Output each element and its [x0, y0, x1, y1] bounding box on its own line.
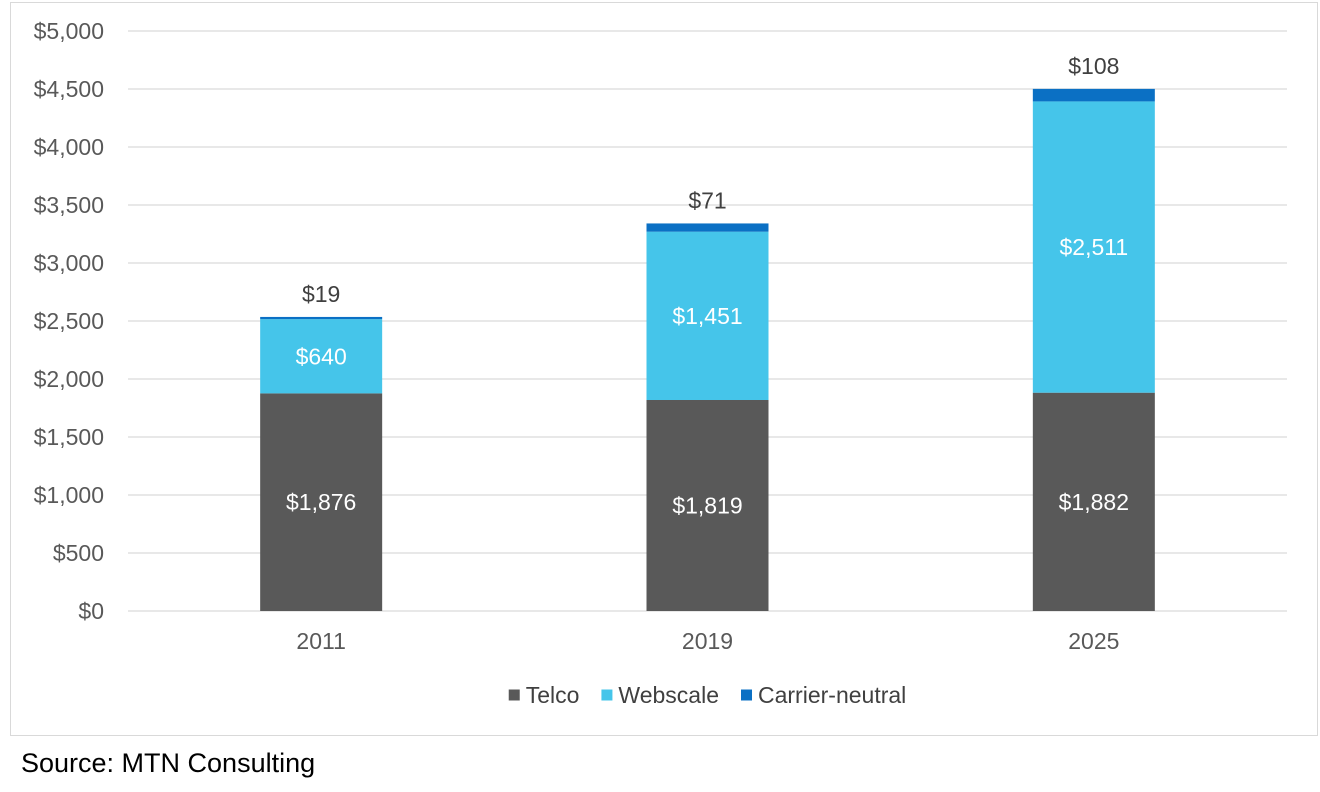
bar-segment-carrier-neutral	[646, 223, 769, 232]
data-label: $640	[296, 343, 347, 369]
data-label: $2,511	[1060, 234, 1129, 260]
data-label: $108	[1068, 53, 1119, 79]
data-label: $71	[688, 187, 726, 213]
y-tick-label: $1,000	[34, 482, 104, 508]
y-tick-label: $1,500	[34, 424, 104, 450]
x-tick-label: 2011	[296, 628, 345, 654]
bars	[260, 88, 1155, 611]
legend-label: Webscale	[618, 682, 719, 708]
bar-segment-webscale	[1032, 101, 1155, 393]
data-label: $1,819	[672, 492, 742, 518]
y-tick-label: $2,000	[34, 366, 104, 392]
y-tick-label: $3,500	[34, 192, 104, 218]
x-tick-label: 2025	[1068, 628, 1119, 654]
bar-segment-carrier-neutral	[260, 316, 383, 320]
y-tick-label: $500	[53, 540, 104, 566]
data-label: $1,876	[286, 489, 356, 515]
y-tick-label: $4,500	[34, 76, 104, 102]
y-tick-label: $4,000	[34, 134, 104, 160]
bar-segment-telco	[646, 399, 769, 611]
y-tick-label: $2,500	[34, 308, 104, 334]
x-tick-label: 2019	[682, 628, 733, 654]
legend-swatch-carrier-neutral	[741, 689, 753, 701]
bar-segment-telco	[1032, 392, 1155, 611]
legend-label: Telco	[526, 682, 580, 708]
y-axis-tick-labels: $0 $500 $1,000 $1,500 $2,000 $2,500 $3,000 $3,5…	[34, 18, 104, 624]
data-label: $1,451	[672, 303, 742, 329]
legend-swatch-telco	[508, 689, 520, 701]
source-note: Source: MTN Consulting	[21, 748, 316, 778]
bar-segment-webscale	[646, 231, 769, 400]
data-label: $1,882	[1059, 489, 1129, 515]
y-tick-label: $5,000	[34, 18, 104, 44]
chart-frame	[10, 2, 1318, 736]
y-tick-label: $0	[78, 598, 104, 624]
legend-swatch-webscale	[601, 689, 613, 701]
data-labels: $1,876 $640 $19 $1,819 $1,451 $71 $1,882 $2,511…	[286, 53, 1129, 519]
y-tick-label: $3,000	[34, 250, 104, 276]
bar-segment-webscale	[260, 319, 383, 394]
x-axis-tick-labels: 2011 2019 2025	[296, 628, 1119, 654]
legend: Telco Webscale Carrier-neutral	[508, 682, 906, 708]
bar-segment-carrier-neutral	[1032, 88, 1155, 102]
bar-segment-telco	[260, 393, 383, 611]
legend-label: Carrier-neutral	[758, 682, 906, 708]
data-label: $19	[302, 281, 340, 307]
stacked-bar-chart: $0 $500 $1,000 $1,500 $2,000 $2,500 $3,000 $3,5…	[34, 18, 1287, 708]
